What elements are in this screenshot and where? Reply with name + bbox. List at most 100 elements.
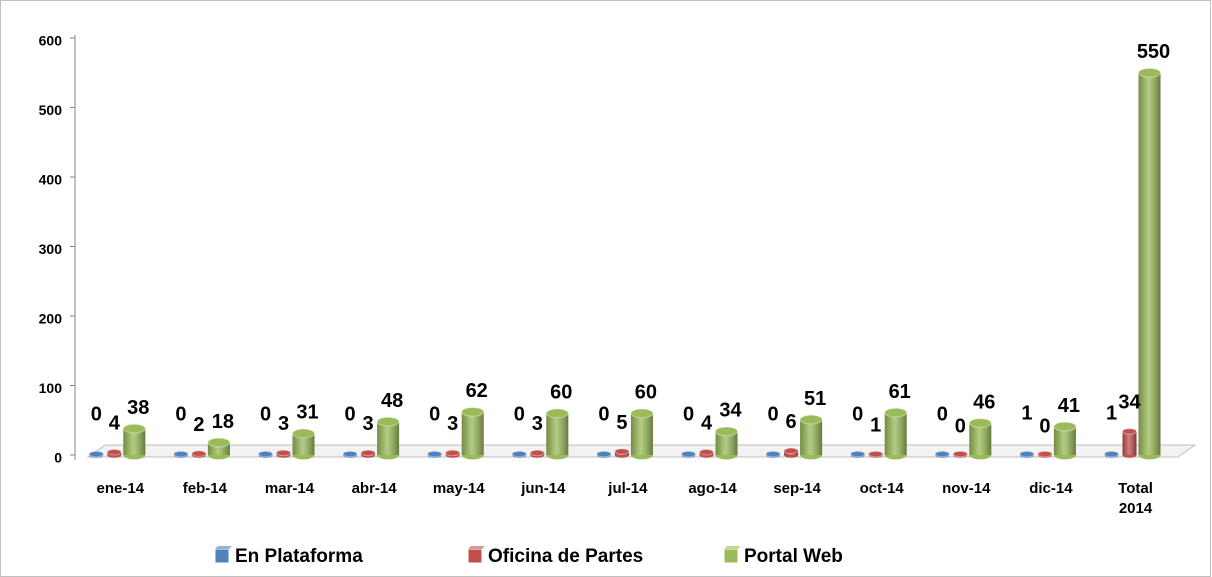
bar-top	[884, 407, 908, 418]
data-label: 60	[550, 382, 572, 404]
bar-shade	[292, 433, 315, 455]
data-label: 34	[719, 400, 742, 422]
data-label: 51	[804, 388, 826, 410]
bar-shade	[1122, 431, 1137, 455]
data-label: 4	[701, 413, 713, 435]
x-tick-label: abr-14	[351, 480, 397, 497]
bar-group	[765, 450, 781, 458]
legend-swatch	[467, 548, 483, 564]
data-label: 62	[466, 380, 488, 402]
legend-label: Oficina de Partes	[488, 546, 643, 567]
data-label: 3	[363, 413, 374, 435]
bar-group	[681, 450, 696, 458]
bar-top	[529, 449, 545, 457]
bar-top	[934, 450, 950, 458]
bar-shade	[377, 421, 400, 455]
bar-top	[106, 448, 122, 456]
bar-top	[258, 450, 273, 458]
bar-top	[342, 450, 358, 458]
bar-group	[191, 450, 207, 458]
data-label: 0	[429, 403, 440, 425]
bar-group	[884, 407, 908, 460]
data-label: 0	[768, 403, 779, 425]
bar-shade	[123, 428, 146, 455]
legend-label: Portal Web	[744, 546, 843, 567]
bar-top	[1104, 450, 1119, 458]
bar-top	[630, 408, 654, 419]
bar-shade	[884, 412, 907, 455]
x-tick-label: sep-14	[773, 480, 821, 497]
bar-shade	[546, 413, 569, 455]
data-label: 34	[1118, 392, 1141, 414]
x-tick-label: dic-14	[1029, 480, 1073, 497]
bar-group	[376, 416, 400, 460]
data-label: 18	[212, 411, 234, 433]
data-label: 0	[683, 403, 694, 425]
y-tick-label: 100	[39, 380, 63, 396]
bar-shade	[1138, 72, 1161, 455]
bar-group	[614, 448, 630, 458]
bar-group	[122, 423, 146, 460]
data-label: 0	[1039, 415, 1050, 437]
bar-group	[1122, 428, 1137, 458]
bar-top	[596, 450, 612, 458]
bar-group	[934, 450, 950, 458]
data-label: 1	[1021, 403, 1032, 425]
bar-shade	[630, 413, 653, 455]
bar-top	[765, 450, 781, 458]
bar-group	[292, 428, 315, 460]
x-tick-label: ene-14	[96, 480, 145, 497]
data-label: 5	[616, 412, 627, 434]
bar-top	[850, 450, 866, 458]
legend-swatch-top	[724, 546, 741, 549]
data-label: 1	[1106, 403, 1117, 425]
bar-group	[630, 408, 654, 460]
bar-top	[783, 447, 799, 455]
bar-group	[207, 437, 231, 460]
bar-group	[88, 450, 104, 458]
bar-top	[1019, 450, 1035, 458]
x-tick-label: mar-14	[264, 480, 315, 497]
bar-group	[596, 450, 612, 458]
bar-top	[799, 414, 823, 425]
bar-group	[850, 450, 866, 458]
data-label: 4	[109, 413, 121, 435]
data-label: 0	[260, 403, 271, 425]
bar-top	[207, 437, 231, 448]
bar-shade	[1053, 426, 1076, 455]
bar-top	[191, 450, 207, 457]
data-label: 3	[532, 413, 543, 435]
data-label: 0	[175, 403, 186, 425]
bar-top	[868, 450, 884, 458]
x-tick-label: oct-14	[859, 480, 904, 497]
x-tick-label: jun-14	[521, 480, 566, 497]
bar-top	[360, 449, 376, 457]
bar-group	[360, 449, 376, 458]
bar-top	[1138, 67, 1161, 78]
bar-group	[799, 414, 823, 460]
data-label: 0	[514, 403, 525, 425]
y-tick-label: 300	[39, 241, 63, 257]
data-label: 0	[91, 403, 102, 425]
bar-group	[1037, 450, 1053, 458]
bar-top	[276, 449, 291, 457]
x-tick-label: jul-14	[608, 480, 648, 497]
bar-group	[1138, 67, 1161, 460]
bar-group	[1104, 450, 1119, 458]
bar-top	[1053, 421, 1077, 432]
bar-top	[511, 450, 527, 458]
y-tick-label: 0	[54, 450, 62, 466]
bar-top	[968, 418, 992, 428]
bar-top	[952, 450, 968, 458]
data-label: 3	[447, 413, 458, 435]
bar-top	[715, 426, 738, 437]
bar-top	[376, 416, 400, 427]
bar-top	[122, 423, 146, 434]
x-tick-label: nov-14	[942, 480, 991, 497]
data-label: 2	[193, 414, 204, 436]
data-label: 0	[955, 415, 966, 437]
data-label: 0	[852, 403, 863, 425]
legend-label: En Plataforma	[235, 546, 363, 567]
